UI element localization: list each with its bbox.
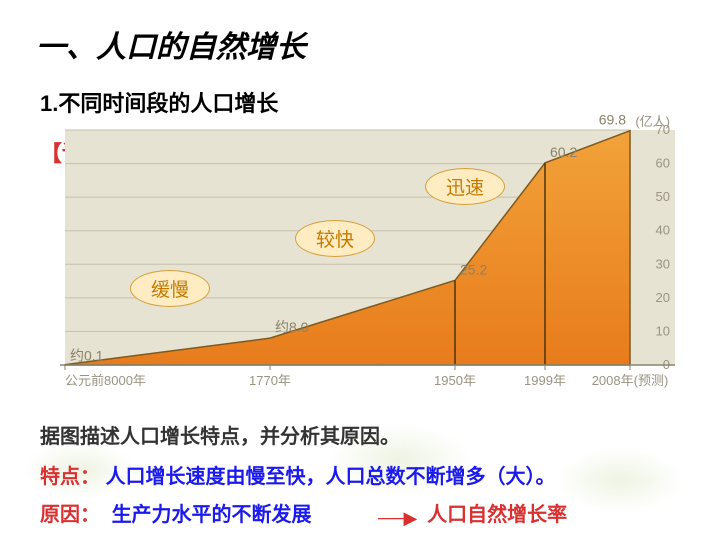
chart-svg: 010203040506070(亿人)公元前8000年1770年1950年199… xyxy=(55,110,675,400)
phase-pill: 迅速 xyxy=(425,168,505,205)
svg-text:公元前8000年: 公元前8000年 xyxy=(65,373,146,388)
svg-text:约0.1: 约0.1 xyxy=(70,348,104,364)
reason-line: 原因： 生产力水平的不断发展 人口自然增长率 xyxy=(40,498,567,527)
arrow-icon: ──▶ xyxy=(378,508,417,529)
feature-label: 特点： xyxy=(40,466,100,488)
svg-text:(亿人): (亿人) xyxy=(635,114,670,129)
svg-text:约8.0: 约8.0 xyxy=(275,319,309,335)
reason-label: 原因： xyxy=(40,504,100,526)
page-title: 一、人口的自然增长 xyxy=(36,22,306,66)
svg-text:1999年: 1999年 xyxy=(524,373,566,388)
population-chart: 010203040506070(亿人)公元前8000年1770年1950年199… xyxy=(55,110,675,400)
svg-text:1950年: 1950年 xyxy=(434,373,476,388)
question-text: 据图描述人口增长特点，并分析其原因。 xyxy=(40,420,400,449)
feature-line: 特点： 人口增长速度由慢至快，人口总数不断增多（大）。 xyxy=(40,460,556,489)
svg-text:50: 50 xyxy=(656,189,670,204)
svg-text:30: 30 xyxy=(656,256,670,271)
svg-text:69.8: 69.8 xyxy=(599,112,626,128)
svg-text:20: 20 xyxy=(656,290,670,305)
phase-pill: 缓慢 xyxy=(130,270,210,307)
svg-text:2008年(预测): 2008年(预测) xyxy=(592,373,669,388)
reason-result: 人口自然增长率 xyxy=(427,504,567,526)
svg-text:1770年: 1770年 xyxy=(249,373,291,388)
svg-text:40: 40 xyxy=(656,223,670,238)
reason-text: 生产力水平的不断发展 xyxy=(112,504,312,526)
svg-text:60.2: 60.2 xyxy=(550,144,577,160)
svg-text:10: 10 xyxy=(656,323,670,338)
phase-pill: 较快 xyxy=(295,220,375,257)
feature-text: 人口增长速度由慢至快，人口总数不断增多（大）。 xyxy=(106,466,556,488)
svg-text:25.2: 25.2 xyxy=(460,261,487,277)
svg-text:60: 60 xyxy=(656,156,670,171)
